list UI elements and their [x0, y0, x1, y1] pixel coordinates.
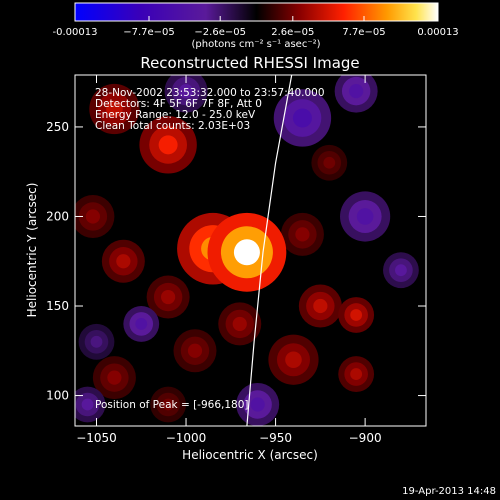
emission-blob [356, 208, 374, 225]
chart-title: Reconstructed RHESSI Image [140, 54, 359, 72]
emission-blob [187, 343, 203, 358]
colorbar: -0.00013 −7.7e−05 −2.6e−05 2.6e−05 7.7e−05 0.… [53, 2, 459, 50]
annotation-counts: Clean Total counts: 2.03E+03 [95, 120, 250, 132]
emission-blob [162, 398, 175, 411]
emission-blob [85, 209, 101, 224]
annotation-energy: Energy Range: 12.0 - 25.0 keV [95, 109, 256, 121]
emission-blob [106, 100, 123, 118]
colorbar-bar [74, 2, 439, 22]
footer-timestamp: 19-Apr-2013 14:48 [402, 486, 496, 497]
y-tick-label: 200 [46, 209, 69, 223]
x-tick-label: −950 [259, 431, 292, 445]
plot-area: −1050 −1000 −950 −900 100 150 200 250 [46, 74, 427, 445]
annotation-time: 28-Nov-2002 23:53:32.000 to 23:57:40.000 [95, 87, 325, 99]
plot-frame [74, 74, 427, 427]
emission-blob [90, 335, 103, 348]
emission-blob [161, 289, 176, 305]
x-axis-label: Heliocentric X (arcsec) [182, 448, 318, 462]
emission-blob [292, 108, 312, 128]
emission-blob [349, 84, 364, 99]
x-tick-label: −1050 [76, 431, 117, 445]
colorbar-tick-label: −2.6e−05 [194, 27, 246, 38]
emission-blob [158, 135, 178, 155]
y-tick-label: 100 [46, 389, 69, 403]
emission-blob [81, 398, 94, 411]
annotation-peak: Position of Peak = [-966,180] [95, 399, 249, 411]
x-tick-label: −1000 [166, 431, 207, 445]
colorbar-tick-label: −7.7e−05 [123, 27, 175, 38]
emission-blob [313, 298, 328, 314]
colorbar-ticks: -0.00013 −7.7e−05 −2.6e−05 2.6e−05 7.7e−05 0.… [53, 16, 459, 38]
colorbar-units: (photons cm⁻² s⁻¹ asec⁻²) [191, 39, 320, 50]
emission-blob [285, 351, 302, 369]
emission-blob [233, 239, 260, 266]
colorbar-tick-label: 0.00013 [417, 27, 458, 38]
emission-blob [395, 264, 407, 277]
y-tick-label: 250 [46, 120, 69, 134]
y-axis-label: Heliocentric Y (arcsec) [25, 183, 39, 318]
annotations: 28-Nov-2002 23:53:32.000 to 23:57:40.000… [95, 87, 325, 411]
y-tick-label: 150 [46, 299, 69, 313]
emission-blob [250, 397, 265, 412]
emission-blob [295, 227, 310, 242]
colorbar-tick-label: 7.7e−05 [342, 27, 385, 38]
emission-blob [232, 316, 247, 332]
emission-blob [178, 84, 194, 99]
axis-ticks: −1050 −1000 −950 −900 100 150 200 250 [46, 75, 426, 445]
emission-blob [350, 309, 363, 321]
emission-blob [350, 368, 363, 380]
emission-blob [116, 254, 131, 269]
emission-blob [135, 318, 148, 330]
annotation-detectors: Detectors: 4F 5F 6F 7F 8F, Att 0 [95, 98, 262, 110]
emission-blob [323, 156, 336, 169]
colorbar-tick-label: 2.6e−05 [271, 27, 314, 38]
solar-limb-curve [246, 75, 293, 426]
emission-blobs [75, 75, 419, 426]
colorbar-tick-label: -0.00013 [53, 27, 98, 38]
emission-blob [107, 370, 122, 385]
x-tick-label: −900 [349, 431, 382, 445]
